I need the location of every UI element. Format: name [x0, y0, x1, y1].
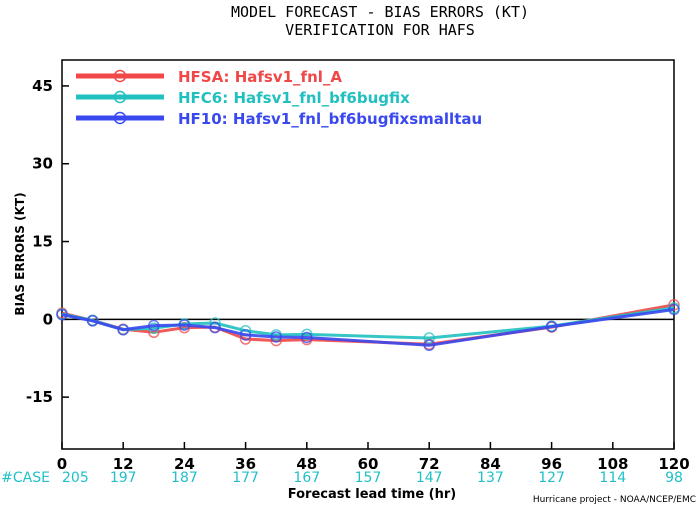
x-tick-label: 120 [658, 455, 689, 473]
y-axis-ticks: -15 0 15 30 45 [26, 77, 69, 406]
x-tick-label: 48 [296, 455, 317, 473]
x-tick-label: 0 [57, 455, 67, 473]
x-tick-label: 36 [235, 455, 256, 473]
x-axis-label: Forecast lead time (hr) [288, 487, 456, 502]
y-tick-label: 15 [32, 233, 53, 251]
case-count: 167 [293, 470, 320, 486]
case-count: 98 [665, 470, 683, 486]
case-count: 157 [355, 470, 382, 486]
data-point [423, 339, 435, 352]
x-axis-ticks: 0 12 24 36 48 60 72 84 96 108 120 [57, 442, 690, 473]
legend-label: HFC6: Hafsv1_fnl_bf6bugfix [178, 89, 410, 107]
data-point [239, 329, 252, 341]
data-point [423, 332, 435, 344]
y-tick-label: 30 [32, 155, 53, 173]
case-count: 177 [232, 470, 259, 486]
case-counts: #CASE 205 197 187 177 167 157 147 137 127 114 98 [1, 470, 683, 486]
x-tick-label: 24 [174, 455, 195, 473]
data-point [56, 308, 68, 321]
chart-subtitle: VERIFICATION FOR HAFS [285, 21, 475, 39]
legend-label: HFSA: Hafsv1_fnl_A [178, 68, 342, 86]
data-point [148, 319, 160, 332]
data-point [117, 323, 129, 336]
data-point [545, 320, 558, 333]
legend-entry: HF10: Hafsv1_fnl_bf6bugfixsmalltau [76, 110, 482, 128]
x-tick-label: 108 [597, 455, 628, 473]
credit-text: Hurricane project - NOAA/NCEP/EMC [533, 495, 696, 505]
y-tick-label: 45 [32, 77, 53, 95]
legend-swatch-marker [113, 111, 127, 125]
data-point [178, 319, 191, 331]
legend-swatch-marker [113, 90, 127, 104]
plot-area [61, 59, 675, 450]
case-count: 147 [416, 470, 443, 486]
y-axis-label: BIAS ERRORS (KT) [13, 192, 27, 315]
legend-entry: HFC6: Hafsv1_fnl_bf6bugfix [76, 89, 410, 107]
data-point [270, 331, 282, 343]
x-tick-label: 60 [358, 455, 379, 473]
data-point [668, 303, 680, 316]
case-label: #CASE [1, 470, 50, 486]
chart-title: MODEL FORECAST - BIAS ERRORS (KT) [231, 3, 529, 21]
x-tick-label: 84 [480, 455, 501, 473]
legend: HFSA: Hafsv1_fnl_A HFC6: Hafsv1_fnl_bf6bu… [76, 68, 482, 128]
case-count: 137 [477, 470, 504, 486]
x-tick-label: 72 [419, 455, 440, 473]
series-layer [56, 299, 680, 352]
x-tick-label: 96 [541, 455, 562, 473]
case-count: 127 [538, 470, 565, 486]
data-point [301, 331, 313, 344]
y-tick-label: 0 [43, 310, 53, 328]
data-point [209, 321, 221, 334]
legend-swatch-marker [113, 69, 127, 83]
series-3 [56, 303, 680, 352]
case-count: 205 [62, 470, 89, 486]
data-point [301, 328, 313, 341]
legend-entry: HFSA: Hafsv1_fnl_A [76, 68, 342, 86]
data-point [86, 315, 99, 327]
case-count: 114 [599, 470, 626, 486]
y-tick-label: -15 [26, 388, 53, 406]
legend-label: HF10: Hafsv1_fnl_bf6bugfixsmalltau [178, 110, 482, 128]
case-count: 187 [171, 470, 198, 486]
case-count: 197 [110, 470, 137, 486]
x-tick-label: 12 [113, 455, 134, 473]
